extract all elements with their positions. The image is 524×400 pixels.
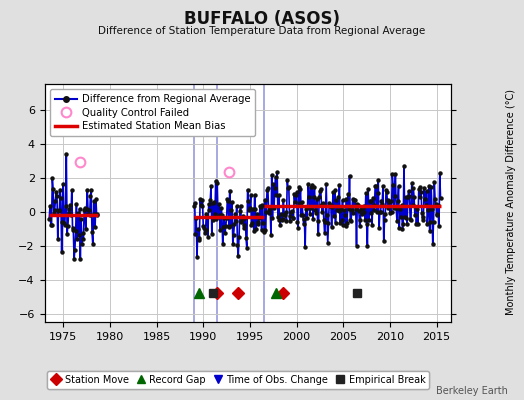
Text: Berkeley Earth: Berkeley Earth [436, 386, 508, 396]
Text: Difference of Station Temperature Data from Regional Average: Difference of Station Temperature Data f… [99, 26, 425, 36]
Legend: Station Move, Record Gap, Time of Obs. Change, Empirical Break: Station Move, Record Gap, Time of Obs. C… [47, 371, 429, 388]
Text: BUFFALO (ASOS): BUFFALO (ASOS) [184, 10, 340, 28]
Text: Monthly Temperature Anomaly Difference (°C): Monthly Temperature Anomaly Difference (… [506, 89, 516, 315]
